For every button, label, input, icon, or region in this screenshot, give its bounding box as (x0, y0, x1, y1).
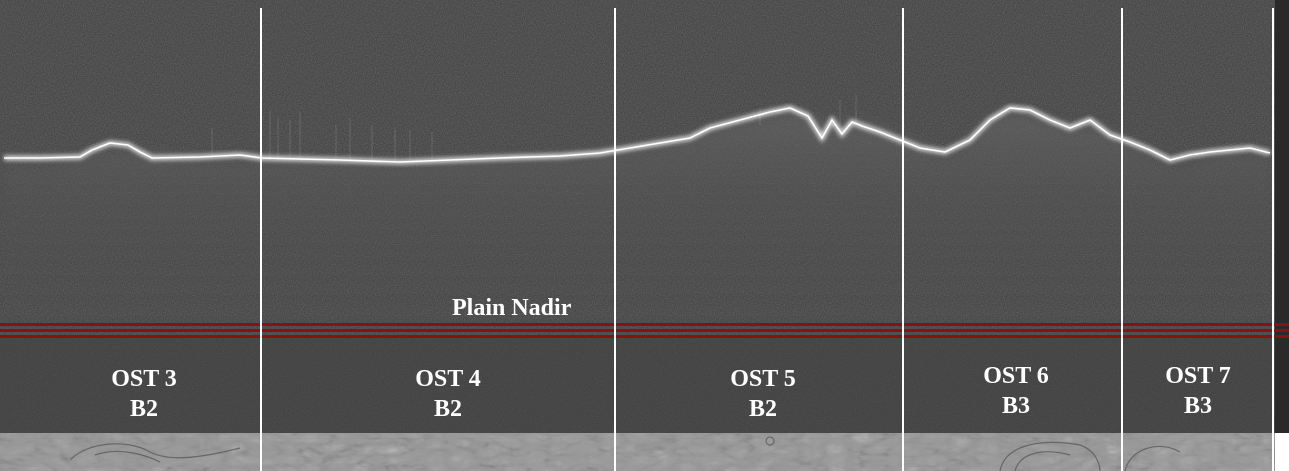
segment-label-ost7: OST 7 B3 (1138, 361, 1258, 421)
segment-band-label: B2 (748, 396, 777, 422)
segment-label-ost5: OST 5 B2 (703, 364, 823, 424)
segment-orbit-label: OST 4 (415, 366, 481, 392)
segment-orbit-label: OST 5 (730, 366, 796, 392)
subsurface-scatter (4, 112, 1272, 330)
segment-separators (260, 8, 1274, 471)
context-features (69, 436, 1181, 471)
segment-orbit-label: OST 7 (1165, 363, 1231, 389)
segment-label-ost6: OST 6 B3 (956, 361, 1076, 421)
segment-label-ost4: OST 4 B2 (388, 364, 508, 424)
segment-label-ost3: OST 3 B2 (84, 364, 204, 424)
segment-orbit-label: OST 3 (111, 366, 177, 392)
segment-band-label: B2 (433, 396, 462, 422)
segment-band-label: B3 (1183, 393, 1212, 419)
plain-nadir-label: Plain Nadir (452, 295, 572, 321)
label-band (0, 338, 1275, 433)
surface-echo (4, 105, 1271, 165)
ground-track-lines (0, 323, 1289, 338)
segment-orbit-label: OST 6 (983, 363, 1049, 389)
segment-band-label: B2 (129, 396, 158, 422)
segment-band-label: B3 (1001, 393, 1030, 419)
right-edge-strip (1275, 0, 1289, 433)
streak-pattern (211, 95, 857, 162)
